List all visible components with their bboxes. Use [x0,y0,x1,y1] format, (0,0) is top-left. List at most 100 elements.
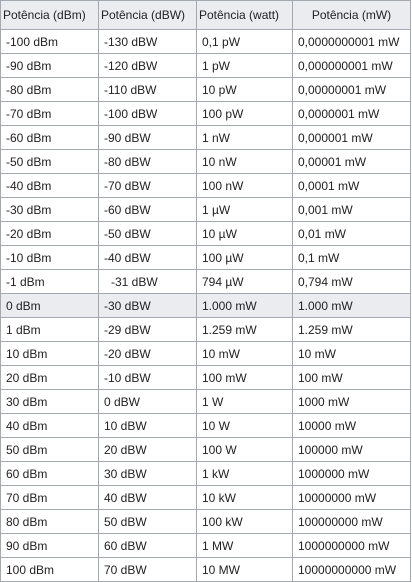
cell-dbw: -29 dBW [98,317,197,342]
cell-watt: 10 kW [196,485,293,510]
cell-mw: 100 mW [292,365,411,390]
cell-watt: 1 nW [196,125,293,150]
cell-watt: 10 pW [196,77,293,102]
cell-dbw: -40 dBW [98,245,197,270]
cell-dbm: -50 dBm [0,149,99,174]
table-row: 70 dBm 40 dBW 10 kW 10000000 mW [0,485,411,510]
table-row: 100 dBm 70 dBW 10 MW 10000000000 mW [0,557,411,582]
header-dbw: Potência (dBW) [98,0,197,30]
cell-dbm: 10 dBm [0,341,99,366]
cell-watt: 1 MW [196,533,293,558]
cell-dbw: 50 dBW [98,509,197,534]
cell-watt: 0,1 pW [196,29,293,54]
cell-watt: 1 W [196,389,293,414]
cell-watt: 10 MW [196,557,293,582]
cell-dbw: 20 dBW [98,437,197,462]
cell-dbm: 100 dBm [0,557,99,582]
cell-dbw: -70 dBW [98,173,197,198]
cell-watt: 100 mW [196,365,293,390]
cell-dbm: 20 dBm [0,365,99,390]
table-row: -70 dBm -100 dBW 100 pW 0,0000001 mW [0,101,411,126]
cell-mw: 1000000000 mW [292,533,411,558]
table-row: -40 dBm -70 dBW 100 nW 0,0001 mW [0,173,411,198]
cell-mw: 0,0000001 mW [292,101,411,126]
cell-dbm: -80 dBm [0,77,99,102]
table-row: -80 dBm -110 dBW 10 pW 0,00000001 mW [0,77,411,102]
table-body: -100 dBm -130 dBW 0,1 pW 0,0000000001 mW -90… [0,29,411,582]
cell-mw: 0,1 mW [292,245,411,270]
cell-watt: 10 nW [196,149,293,174]
cell-watt: 1.259 mW [196,317,293,342]
table-row: 40 dBm 10 dBW 10 W 10000 mW [0,413,411,438]
table-row: 30 dBm 0 dBW 1 W 1000 mW [0,389,411,414]
table-row: -60 dBm -90 dBW 1 nW 0,000001 mW [0,125,411,150]
table-row: 0 dBm -30 dBW 1.000 mW 1.000 mW [0,293,411,318]
cell-dbw: -60 dBW [98,197,197,222]
header-watt: Potência (watt) [196,0,293,30]
cell-dbw: 70 dBW [98,557,197,582]
cell-dbm: 60 dBm [0,461,99,486]
cell-watt: 100 pW [196,101,293,126]
cell-dbw: -30 dBW [98,293,197,318]
cell-dbw: 30 dBW [98,461,197,486]
cell-dbm: -30 dBm [0,197,99,222]
cell-mw: 10 mW [292,341,411,366]
cell-mw: 0,01 mW [292,221,411,246]
header-mw: Potência (mW) [292,0,411,30]
cell-dbw: 40 dBW [98,485,197,510]
cell-watt: 10 mW [196,341,293,366]
cell-dbw: -100 dBW [98,101,197,126]
cell-dbw: -20 dBW [98,341,197,366]
cell-dbm: -40 dBm [0,173,99,198]
cell-dbm: -1 dBm [0,269,99,294]
cell-mw: 0,794 mW [292,269,411,294]
cell-watt: 100 nW [196,173,293,198]
cell-dbw: -110 dBW [98,77,197,102]
cell-mw: 1.259 mW [292,317,411,342]
cell-dbw: -120 dBW [98,53,197,78]
table-row: 1 dBm -29 dBW 1.259 mW 1.259 mW [0,317,411,342]
cell-dbm: 1 dBm [0,317,99,342]
cell-watt: 10 W [196,413,293,438]
cell-mw: 1000 mW [292,389,411,414]
cell-mw: 1000000 mW [292,461,411,486]
cell-mw: 10000000000 mW [292,557,411,582]
table-row: -90 dBm -120 dBW 1 pW 0,000000001 mW [0,53,411,78]
cell-watt: 1 kW [196,461,293,486]
cell-dbm: -90 dBm [0,53,99,78]
table-row: -100 dBm -130 dBW 0,1 pW 0,0000000001 mW [0,29,411,54]
cell-mw: 0,00000001 mW [292,77,411,102]
cell-watt: 100 kW [196,509,293,534]
cell-dbm: 0 dBm [0,293,99,318]
cell-watt: 10 µW [196,221,293,246]
cell-dbw: -50 dBW [98,221,197,246]
cell-dbw: -31 dBW [98,269,197,294]
cell-dbw: 0 dBW [98,389,197,414]
table-row: 90 dBm 60 dBW 1 MW 1000000000 mW [0,533,411,558]
table-row: -1 dBm -31 dBW 794 µW 0,794 mW [0,269,411,294]
cell-dbm: -60 dBm [0,125,99,150]
table-row: -10 dBm -40 dBW 100 µW 0,1 mW [0,245,411,270]
table-row: -20 dBm -50 dBW 10 µW 0,01 mW [0,221,411,246]
table-row: 20 dBm -10 dBW 100 mW 100 mW [0,365,411,390]
cell-dbm: -70 dBm [0,101,99,126]
table-header: Potência (dBm) Potência (dBW) Potência (… [0,0,411,30]
cell-watt: 1.000 mW [196,293,293,318]
cell-mw: 1.000 mW [292,293,411,318]
cell-mw: 10000000 mW [292,485,411,510]
cell-mw: 0,001 mW [292,197,411,222]
cell-dbm: 80 dBm [0,509,99,534]
cell-mw: 10000 mW [292,413,411,438]
cell-mw: 0,00001 mW [292,149,411,174]
cell-dbw: 60 dBW [98,533,197,558]
table-row: 80 dBm 50 dBW 100 kW 100000000 mW [0,509,411,534]
cell-dbw: -80 dBW [98,149,197,174]
cell-watt: 100 µW [196,245,293,270]
cell-mw: 0,000000001 mW [292,53,411,78]
cell-dbm: -20 dBm [0,221,99,246]
table-row: -30 dBm -60 dBW 1 µW 0,001 mW [0,197,411,222]
cell-mw: 100000 mW [292,437,411,462]
table-row: -50 dBm -80 dBW 10 nW 0,00001 mW [0,149,411,174]
cell-dbw: 10 dBW [98,413,197,438]
